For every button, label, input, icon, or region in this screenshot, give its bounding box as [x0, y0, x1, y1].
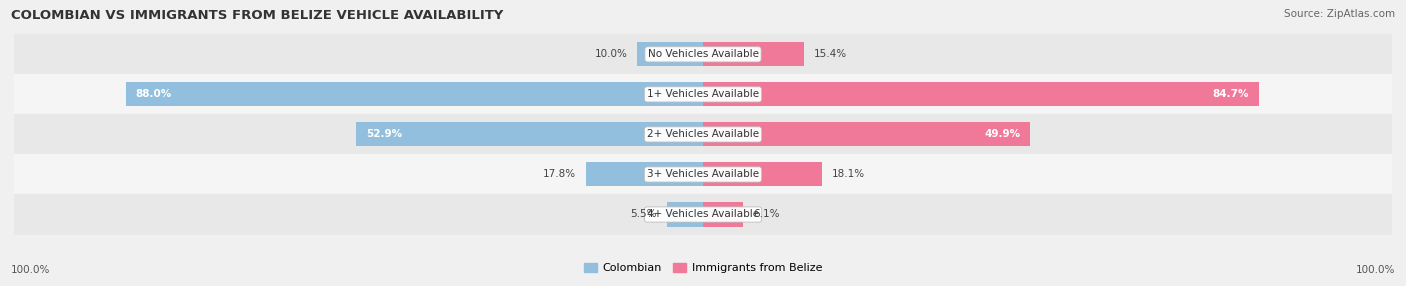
Text: 100.0%: 100.0% [11, 265, 51, 275]
Text: 84.7%: 84.7% [1212, 90, 1249, 99]
Text: 88.0%: 88.0% [135, 90, 172, 99]
Bar [637, 42, 703, 66]
Bar [703, 202, 742, 227]
Text: 15.4%: 15.4% [814, 49, 846, 59]
Text: Source: ZipAtlas.com: Source: ZipAtlas.com [1284, 9, 1395, 19]
Text: 17.8%: 17.8% [543, 170, 576, 179]
Bar [703, 162, 821, 186]
Bar [586, 162, 703, 186]
Bar [666, 202, 703, 227]
Text: 52.9%: 52.9% [366, 130, 402, 139]
Text: 1+ Vehicles Available: 1+ Vehicles Available [647, 90, 759, 99]
Bar [14, 34, 1392, 74]
Text: 2+ Vehicles Available: 2+ Vehicles Available [647, 130, 759, 139]
Text: 18.1%: 18.1% [831, 170, 865, 179]
Text: 4+ Vehicles Available: 4+ Vehicles Available [647, 210, 759, 219]
Text: 5.5%: 5.5% [630, 210, 657, 219]
Bar [703, 42, 804, 66]
Bar [14, 114, 1392, 154]
Bar [356, 122, 703, 146]
Legend: Colombian, Immigrants from Belize: Colombian, Immigrants from Belize [579, 259, 827, 278]
Bar [14, 154, 1392, 194]
Text: 3+ Vehicles Available: 3+ Vehicles Available [647, 170, 759, 179]
Text: No Vehicles Available: No Vehicles Available [648, 49, 758, 59]
Bar [125, 82, 703, 106]
Text: 10.0%: 10.0% [595, 49, 627, 59]
Bar [14, 194, 1392, 235]
Text: COLOMBIAN VS IMMIGRANTS FROM BELIZE VEHICLE AVAILABILITY: COLOMBIAN VS IMMIGRANTS FROM BELIZE VEHI… [11, 9, 503, 21]
Text: 49.9%: 49.9% [984, 130, 1021, 139]
Bar [703, 82, 1258, 106]
Bar [703, 122, 1031, 146]
Text: 100.0%: 100.0% [1355, 265, 1395, 275]
Bar [14, 74, 1392, 114]
Text: 6.1%: 6.1% [752, 210, 779, 219]
